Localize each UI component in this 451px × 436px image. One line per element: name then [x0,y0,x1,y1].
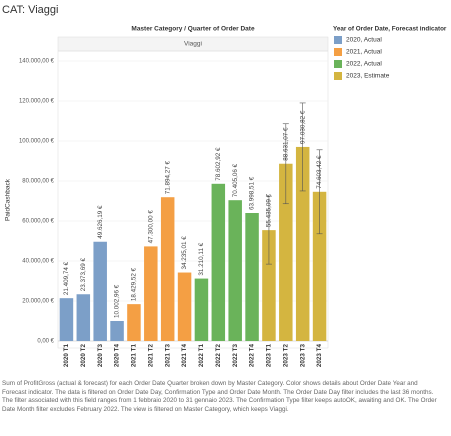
x-tick-label: 2023 T1 [266,344,273,368]
error-bar [299,102,306,192]
x-tick-label: 2020 T4 [114,344,121,368]
y-tick-label: 40.000,00 € [22,259,54,265]
value-label: 74.603,42 € [316,155,323,189]
bar [160,197,175,341]
value-label: 21.409,74 € [63,261,70,295]
panel-label: Viaggi [184,41,202,48]
y-tick-label: 0,00 € [37,339,54,345]
y-tick-label: 100.000,00 € [19,139,55,145]
value-label: 10.002,96 € [114,284,121,318]
legend-label: 2021, Actual [346,49,382,56]
x-tick-label: 2023 T2 [282,344,289,368]
y-tick-label: 140.000,00 € [19,59,55,65]
legend-swatch [334,36,342,44]
bar [110,320,124,341]
legend-label: 2022, Actual [346,61,382,68]
legend-swatch [334,48,342,56]
x-tick-label: 2022 T2 [215,344,222,368]
y-axis-label: PaidCashback [5,178,12,221]
value-label: 63.998,51 € [249,176,256,210]
bar [59,298,74,341]
error-bar [265,195,272,265]
legend-swatch [334,60,342,68]
bar [127,304,141,341]
x-tick-label: 2021 T1 [131,344,138,368]
bar [262,230,276,341]
legend-title: Year of Order Date, Forecast indicator [333,26,447,33]
plot-frame [57,50,329,349]
x-tick-label: 2022 T1 [198,344,205,368]
error-bar [282,123,289,205]
value-label: 31.210,11 € [198,242,205,275]
y-tick-label: 80.000,00 € [22,179,54,185]
x-tick-label: 2023 T4 [316,344,323,368]
bar [93,241,107,341]
value-label: 88.631,07 € [282,127,289,161]
bar [177,272,192,341]
x-tick-label: 2020 T1 [63,344,70,368]
bar [194,278,209,341]
caption: Sum of ProfitGross (actual & forecast) f… [2,380,437,413]
value-label: 97.030,82 € [299,110,306,144]
value-label: 23.373,69 € [80,257,87,291]
legend-label: 2023, Estimate [346,73,390,80]
chart-title: CAT: Viaggi [2,4,58,16]
bar [76,294,91,341]
x-tick-label: 2020 T3 [97,344,104,368]
x-tick-label: 2022 T4 [249,344,256,368]
legend-swatch [334,72,342,80]
bar [245,213,259,341]
x-tick-label: 2022 T3 [232,344,239,368]
bar [144,246,158,341]
y-tick-label: 60.000,00 € [22,219,54,225]
value-label: 34.235,01 € [181,236,188,270]
y-tick-label: 20.000,00 € [22,299,54,305]
value-label: 71.894,27 € [164,160,171,194]
bar [312,191,327,341]
value-label: 78.602,92 € [215,147,222,181]
bar [295,146,310,341]
error-bar [316,149,323,235]
value-label: 49.626,19 € [97,205,104,239]
header: Master Category / Quarter of Order Date [131,26,255,33]
value-label: 55.435,09 € [266,193,273,227]
bar [228,200,242,341]
value-label: 47.300,00 € [147,210,154,244]
x-tick-label: 2021 T2 [147,344,154,368]
x-tick-label: 2023 T3 [299,344,306,368]
chart: CAT: Viaggi Master Category / Quarter of… [2,4,447,368]
bar [211,183,226,341]
value-label: 18.429,52 € [131,267,138,301]
x-tick-label: 2020 T2 [80,344,87,368]
x-tick-label: 2021 T4 [181,344,188,368]
bar [279,163,293,341]
x-tick-label: 2021 T3 [164,344,171,368]
y-tick-label: 120.000,00 € [19,99,55,105]
value-label: 70.405,06 € [232,163,239,197]
legend-label: 2020, Actual [346,37,382,44]
